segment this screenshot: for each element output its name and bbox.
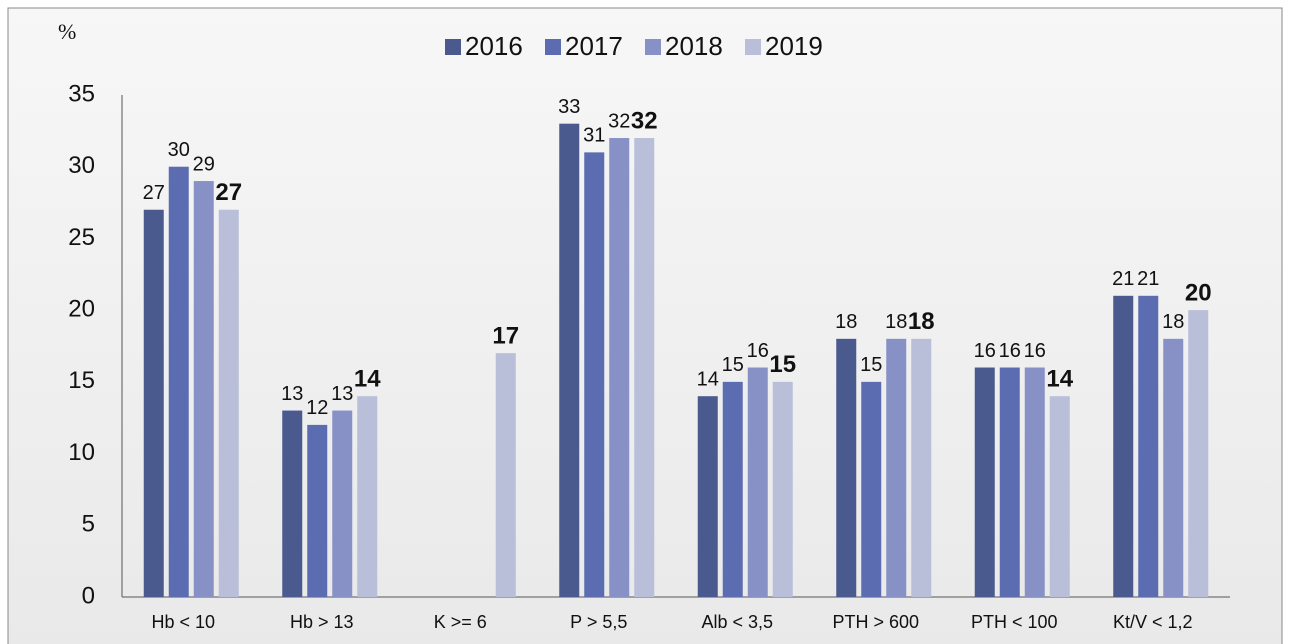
bar bbox=[974, 367, 995, 597]
legend-swatch bbox=[545, 39, 561, 55]
data-label: 14 bbox=[354, 366, 381, 393]
bar bbox=[911, 338, 932, 597]
x-tick-label: Alb < 3,5 bbox=[701, 612, 773, 632]
y-tick-label: 20 bbox=[68, 295, 95, 322]
bar bbox=[836, 338, 857, 597]
data-label: 30 bbox=[168, 139, 190, 161]
data-label: 12 bbox=[306, 397, 328, 419]
data-label: 27 bbox=[215, 179, 242, 206]
x-tick-label: K >= 6 bbox=[434, 612, 487, 632]
bar bbox=[357, 396, 378, 597]
x-tick-label: Hb < 10 bbox=[151, 612, 215, 632]
bar bbox=[1188, 310, 1209, 597]
data-label: 15 bbox=[722, 354, 744, 376]
data-label: 32 bbox=[608, 110, 630, 132]
bar bbox=[609, 138, 630, 597]
x-tick-label: Hb > 13 bbox=[290, 612, 354, 632]
data-label: 16 bbox=[999, 340, 1021, 362]
bar bbox=[307, 424, 328, 597]
bar bbox=[168, 166, 189, 597]
data-label: 16 bbox=[1024, 340, 1046, 362]
data-label: 18 bbox=[885, 311, 907, 333]
bar bbox=[218, 209, 239, 597]
x-tick-label: Kt/V < 1,2 bbox=[1113, 612, 1193, 632]
data-label: 18 bbox=[1162, 311, 1184, 333]
data-label: 13 bbox=[331, 383, 353, 405]
bar bbox=[772, 381, 793, 597]
x-tick-label: PTH < 100 bbox=[971, 612, 1058, 632]
data-label: 14 bbox=[1046, 366, 1073, 393]
data-label: 27 bbox=[143, 182, 165, 204]
bar bbox=[559, 123, 580, 597]
data-label: 21 bbox=[1112, 268, 1134, 290]
bar bbox=[1138, 295, 1159, 597]
legend-label: 2017 bbox=[565, 31, 623, 61]
data-label: 18 bbox=[835, 311, 857, 333]
bar bbox=[143, 209, 164, 597]
bar bbox=[697, 396, 718, 597]
bar bbox=[886, 338, 907, 597]
bar bbox=[495, 353, 516, 597]
bar bbox=[861, 381, 882, 597]
bar bbox=[747, 367, 768, 597]
legend-swatch bbox=[445, 39, 461, 55]
data-label: 15 bbox=[769, 351, 796, 378]
legend-label: 2019 bbox=[765, 31, 823, 61]
bar bbox=[193, 181, 214, 598]
data-label: 17 bbox=[492, 323, 519, 350]
data-label: 32 bbox=[631, 107, 658, 134]
x-tick-label: PTH > 600 bbox=[832, 612, 919, 632]
bar bbox=[634, 138, 655, 597]
bar bbox=[999, 367, 1020, 597]
data-label: 15 bbox=[860, 354, 882, 376]
data-label: 14 bbox=[697, 368, 719, 390]
data-label: 18 bbox=[908, 308, 935, 335]
bar bbox=[1049, 396, 1070, 597]
legend-swatch bbox=[745, 39, 761, 55]
data-label: 13 bbox=[281, 383, 303, 405]
data-label: 29 bbox=[193, 153, 215, 175]
bar bbox=[722, 381, 743, 597]
bar bbox=[1024, 367, 1045, 597]
x-tick-label: P > 5,5 bbox=[570, 612, 627, 632]
y-tick-label: 5 bbox=[82, 511, 95, 538]
bar bbox=[584, 152, 605, 597]
data-label: 20 bbox=[1185, 279, 1212, 306]
data-label: 21 bbox=[1137, 268, 1159, 290]
y-tick-label: 30 bbox=[68, 152, 95, 179]
legend-label: 2016 bbox=[465, 31, 523, 61]
legend-swatch bbox=[645, 39, 661, 55]
y-tick-label: 35 bbox=[68, 80, 95, 107]
y-unit: % bbox=[58, 19, 76, 44]
data-label: 31 bbox=[583, 125, 605, 147]
bar bbox=[332, 410, 353, 597]
y-tick-label: 0 bbox=[82, 582, 95, 609]
data-label: 33 bbox=[558, 96, 580, 118]
legend-label: 2018 bbox=[665, 31, 723, 61]
y-tick-label: 15 bbox=[68, 367, 95, 394]
data-label: 16 bbox=[747, 340, 769, 362]
bar bbox=[282, 410, 303, 597]
bar bbox=[1163, 338, 1184, 597]
y-tick-label: 10 bbox=[68, 439, 95, 466]
data-label: 16 bbox=[974, 340, 996, 362]
bar bbox=[1113, 295, 1134, 597]
y-tick-label: 25 bbox=[68, 224, 95, 251]
